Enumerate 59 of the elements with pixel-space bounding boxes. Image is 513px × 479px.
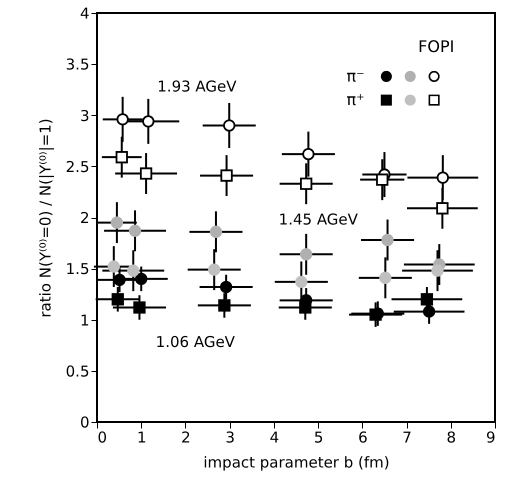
point	[110, 216, 124, 229]
point	[381, 234, 394, 246]
x-tick-label: 3	[225, 428, 235, 446]
legend-label: π⁻	[346, 66, 365, 86]
point	[300, 248, 312, 260]
y-tick-label: 4	[80, 4, 90, 22]
y-tick-label: 3.5	[66, 56, 90, 74]
point	[135, 272, 148, 285]
x-axis-title: impact parameter b (fm)	[203, 454, 390, 472]
x-tick-label: 6	[358, 428, 368, 446]
point	[302, 148, 315, 160]
point	[210, 226, 222, 238]
point	[208, 264, 220, 276]
point	[127, 264, 140, 277]
point	[431, 264, 444, 277]
point	[116, 113, 129, 126]
point	[220, 169, 233, 182]
x-tick-label: 4	[270, 428, 280, 446]
point	[218, 299, 231, 312]
point	[112, 293, 124, 306]
point	[133, 301, 146, 314]
annotation: 1.45 AGeV	[278, 210, 359, 229]
x-tick-label: 7	[402, 428, 412, 446]
point	[108, 260, 120, 273]
point	[140, 167, 152, 180]
point	[436, 171, 449, 184]
point	[376, 174, 388, 186]
y-tick-label: 2	[80, 209, 90, 227]
legend-label: π⁺	[346, 90, 365, 110]
point	[436, 202, 449, 214]
point	[295, 276, 308, 288]
y-tick-label: 2.5	[66, 158, 90, 176]
y-tick-label: 1	[80, 311, 90, 330]
point	[300, 178, 312, 190]
legend-title: FOPI	[418, 36, 454, 56]
x-tick-label: 1	[136, 428, 146, 446]
x-tick-label: 9	[486, 428, 496, 446]
y-tick-label: 0.5	[66, 362, 90, 380]
point	[128, 224, 142, 237]
x-tick-label: 8	[446, 428, 456, 446]
x-tick-label: 5	[314, 428, 324, 446]
point	[369, 308, 382, 321]
point	[113, 274, 126, 286]
x-tick-label: 0	[98, 428, 108, 446]
x-tick-label: 2	[181, 428, 191, 446]
y-tick-label: 0	[80, 414, 90, 432]
point	[220, 280, 232, 294]
point	[420, 293, 434, 306]
annotation: 1.93 AGeV	[157, 78, 238, 96]
point	[379, 272, 392, 284]
point	[422, 305, 436, 318]
point	[299, 301, 312, 314]
point	[116, 151, 128, 164]
y-tick-label: 1.5	[66, 260, 90, 278]
y-tick-label: 3	[80, 106, 90, 125]
point	[142, 115, 154, 128]
annotation: 1.06 AGeV	[156, 333, 236, 352]
y-axis-title: ratio N(Y⁽⁰⁾=0) / N(|Y⁽⁰⁾|=1)	[36, 118, 55, 318]
point	[223, 119, 236, 132]
